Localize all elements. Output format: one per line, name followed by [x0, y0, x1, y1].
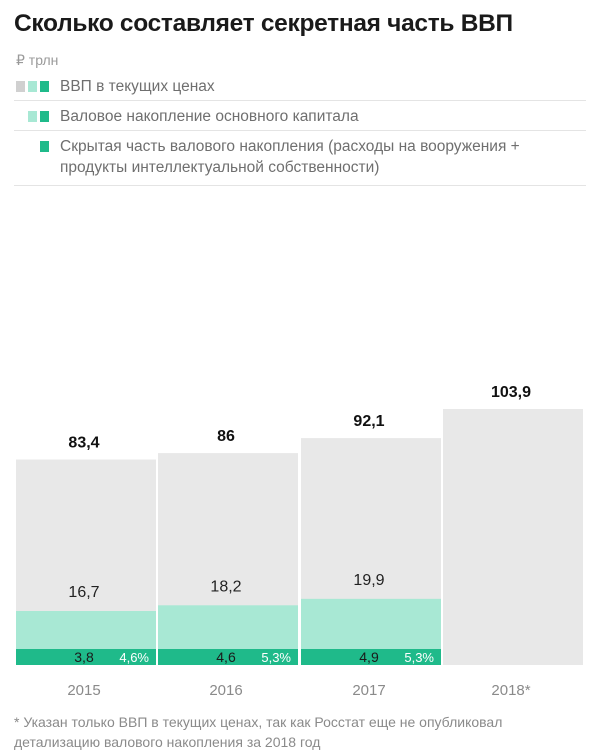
label-hidden-share-2015: 4,6%	[119, 650, 149, 665]
label-hidden-2015: 3,8	[74, 649, 94, 665]
label-accumulation-2017: 19,9	[353, 572, 384, 589]
legend-divider	[14, 185, 586, 186]
chart-title: Сколько составляет секретная часть ВВП	[14, 10, 513, 37]
label-hidden-share-2016: 5,3%	[261, 650, 291, 665]
x-tick-2016: 2016	[209, 682, 242, 699]
legend-label-hidden: Скрытая часть валового накопления (расхо…	[60, 138, 520, 176]
footnote: * Указан только ВВП в текущих ценах, так…	[14, 714, 503, 750]
legend-swatch-hidden	[40, 111, 49, 122]
label-hidden-2016: 4,6	[216, 649, 236, 665]
legend-swatch-accumulation	[28, 111, 37, 122]
label-gdp-2018*: 103,9	[491, 384, 531, 401]
bar-hidden-2015	[16, 649, 156, 665]
legend-label-accumulation: Валовое накопление основного капитала	[60, 108, 359, 125]
x-tick-2015: 2015	[67, 682, 100, 699]
x-tick-2018*: 2018*	[491, 682, 530, 699]
label-gdp-2017: 92,1	[353, 413, 384, 430]
label-hidden-share-2017: 5,3%	[404, 650, 434, 665]
bar-hidden-2017	[301, 649, 441, 665]
unit-label: ₽ трлн	[16, 52, 59, 68]
label-accumulation-2015: 16,7	[68, 584, 99, 601]
bar-gdp-2018*	[443, 409, 583, 665]
label-gdp-2015: 83,4	[68, 435, 99, 452]
legend-swatch-hidden	[40, 81, 49, 92]
legend-swatch-accumulation	[28, 81, 37, 92]
legend-label-gdp: ВВП в текущих ценах	[60, 78, 215, 95]
legend-swatch-hidden	[40, 141, 49, 152]
legend-divider	[14, 130, 586, 131]
label-accumulation-2016: 18,2	[210, 578, 241, 595]
label-hidden-2017: 4,9	[359, 649, 379, 665]
bar-hidden-2016	[158, 649, 298, 665]
legend-divider	[14, 100, 586, 101]
x-tick-2017: 2017	[352, 682, 385, 699]
bar-chart: 83,4 16,7 3,8 4,6% 2015 86 18,2 4,6 5,3% 2016 92,1…	[16, 384, 583, 699]
label-gdp-2016: 86	[217, 428, 235, 445]
legend-swatch-gdp	[16, 81, 25, 92]
